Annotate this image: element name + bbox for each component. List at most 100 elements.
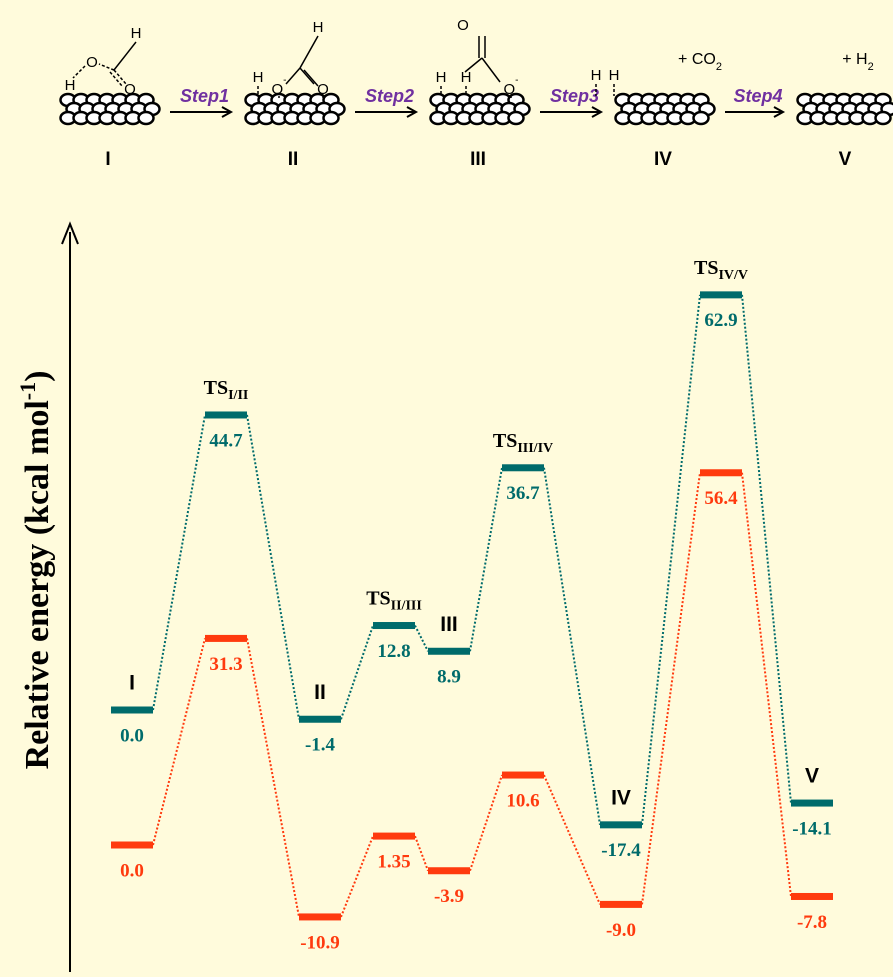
energy-level — [373, 833, 415, 840]
value-label: 1.35 — [377, 851, 410, 872]
level-label-main: TS — [694, 256, 718, 278]
value-label: 0.0 — [120, 860, 144, 881]
axis-label-sup: -1 — [15, 382, 40, 400]
value-label: -10.9 — [300, 932, 340, 953]
product-label-main: + CO — [678, 51, 716, 68]
atom-label-main: H — [253, 69, 264, 86]
energy-level — [299, 913, 341, 920]
energy-level — [791, 800, 833, 807]
value-label: -7.8 — [797, 912, 827, 933]
value-label: 56.4 — [704, 488, 738, 509]
surface-atom — [876, 112, 891, 124]
level-label-sub: I/II — [228, 388, 248, 403]
value-label: -9.0 — [606, 920, 636, 941]
level-label-main: TS — [493, 429, 517, 451]
surface — [431, 94, 530, 124]
step-label: Step4 — [733, 86, 782, 106]
energy-level — [299, 716, 341, 723]
value-label: 31.3 — [209, 654, 242, 675]
product-label-sub: 2 — [868, 61, 874, 73]
value-label: 12.8 — [377, 641, 410, 662]
surface — [616, 94, 715, 124]
atom-label-main: H — [436, 69, 447, 86]
surface-atom — [324, 112, 339, 124]
atom-label: H — [313, 19, 324, 36]
atom-label-main: O — [317, 81, 329, 98]
energy-level — [428, 648, 470, 655]
level-label: II — [314, 681, 326, 704]
atom-label: H — [436, 69, 447, 86]
axis-label-end: ) — [19, 371, 56, 382]
atom-label: O — [317, 81, 329, 98]
atom-label: O — [457, 17, 469, 34]
atom-label: O — [124, 81, 136, 98]
surface-atom — [694, 112, 709, 124]
atom-label-main: O — [124, 81, 136, 98]
level-label-sub: IV/V — [718, 268, 748, 283]
product-label-sub: 2 — [716, 61, 722, 73]
surface — [798, 94, 893, 124]
value-label: -14.1 — [792, 818, 832, 839]
level-label-main: TS — [366, 587, 390, 609]
product-label-main: + H — [842, 51, 867, 68]
value-label: 8.9 — [437, 667, 461, 688]
level-label: V — [805, 765, 819, 788]
atom-label-main: O — [271, 81, 283, 98]
atom-label-main: H — [461, 69, 472, 86]
atom-label-main: O — [86, 54, 98, 71]
chart: Relative energy (kcal mol-1) 0.0 44.7 -1.4 1… — [0, 0, 893, 977]
atom-label-main: H — [591, 67, 602, 84]
level-label-sub: II/III — [391, 599, 422, 614]
species-label: I — [105, 149, 110, 170]
atom-label: H — [65, 77, 76, 94]
atom-label-main: H — [313, 19, 324, 36]
atom-label-main: H — [65, 77, 76, 94]
page: Relative energy (kcal mol-1) 0.0 44.7 -1.4 1… — [0, 0, 893, 977]
level-label: III — [440, 613, 458, 636]
value-label: -1.4 — [305, 735, 336, 756]
atom-label: O — [86, 54, 98, 71]
value-label: 44.7 — [209, 430, 243, 451]
energy-level — [373, 622, 415, 629]
energy-level — [111, 707, 153, 714]
energy-level — [700, 469, 742, 476]
species-label: III — [470, 149, 486, 170]
energy-level — [428, 867, 470, 874]
surface-atom — [509, 112, 524, 124]
atom-label-main: H — [609, 67, 620, 84]
energy-level — [791, 893, 833, 900]
axis-label: Relative energy (kcal mol-1) — [15, 371, 56, 770]
energy-level — [700, 291, 742, 298]
step-label: Step2 — [365, 86, 414, 106]
atom-label-sup: - — [515, 75, 518, 86]
surface — [61, 94, 160, 124]
background — [0, 0, 893, 977]
level-label: I — [129, 672, 135, 695]
atom-label: H — [461, 69, 472, 86]
step-label: Step1 — [180, 86, 229, 106]
energy-level — [205, 635, 247, 642]
atom-label: H — [253, 69, 264, 86]
level-label-sub: III/IV — [517, 441, 553, 456]
value-label: 36.7 — [506, 483, 540, 504]
value-label: -3.9 — [434, 886, 464, 907]
surface — [246, 94, 345, 124]
level-label-main: TS — [204, 377, 228, 399]
atom-label: H — [609, 67, 620, 84]
value-label: 10.6 — [506, 790, 539, 811]
atom-label-sup: - — [283, 75, 286, 86]
atom-label-main: O — [503, 81, 515, 98]
species-label: V — [839, 149, 852, 170]
atom-label: H — [591, 67, 602, 84]
value-label: -17.4 — [601, 840, 641, 861]
axis-label-main: Relative energy (kcal mol — [19, 400, 56, 769]
surface-atom — [139, 112, 154, 124]
value-label: 0.0 — [120, 725, 144, 746]
energy-level — [502, 464, 544, 471]
level-label: IV — [611, 786, 631, 809]
step-label: Step3 — [550, 86, 599, 106]
energy-level — [600, 821, 642, 828]
energy-level — [111, 842, 153, 849]
atom-label: H — [131, 25, 142, 42]
energy-level — [600, 901, 642, 908]
